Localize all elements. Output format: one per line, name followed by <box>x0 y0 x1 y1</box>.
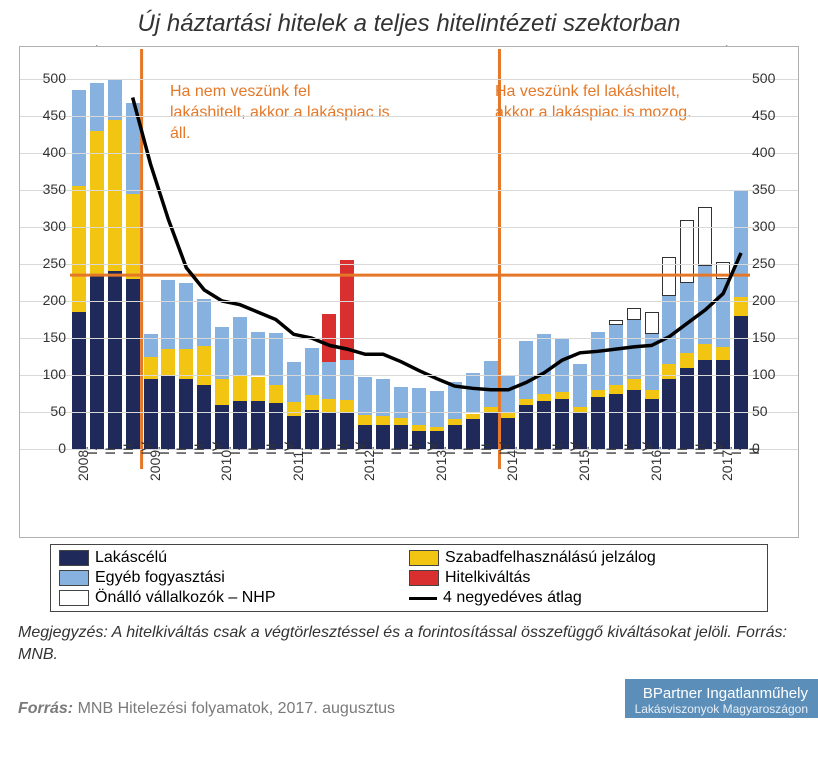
x-tick-quarter: III. <box>406 439 422 455</box>
y-tick-left: 100 <box>24 366 66 382</box>
y-tick-left: 250 <box>24 255 66 271</box>
y-tick-right: 50 <box>752 403 794 419</box>
y-tick-left: 150 <box>24 329 66 345</box>
y-tick-right: 100 <box>752 366 794 382</box>
y-tick-right: 200 <box>752 292 794 308</box>
legend-label: Szabadfelhasználású jelzálog <box>445 549 656 567</box>
legend-line: 4 negyedéves átlag <box>409 589 759 607</box>
x-tick-quarter: III. <box>191 439 207 455</box>
annotation-left: Ha nem veszünk fel lakáshitelt, akkor a … <box>170 82 390 144</box>
x-tick-quarter: II. <box>531 443 547 455</box>
y-tick-left: 50 <box>24 403 66 419</box>
x-tick-year: 2011. <box>290 447 306 481</box>
legend-label: Lakáscélú <box>95 549 167 567</box>
y-tick-left: 450 <box>24 107 66 123</box>
legend: Lakáscélú Szabadfelhasználású jelzálog E… <box>50 544 768 612</box>
x-tick-quarter: II. <box>102 443 118 455</box>
x-tick-year: 2008. <box>75 446 91 481</box>
footer: Forrás: MNB Hitelezési folyamatok, 2017.… <box>0 667 818 718</box>
x-tick-year: 2016. <box>648 446 664 481</box>
y-tick-left: 0 <box>24 440 66 456</box>
x-tick-year: 2013. <box>433 446 449 481</box>
legend-label: Egyéb fogyasztási <box>95 569 225 587</box>
x-tick-quarter: III. <box>334 439 350 455</box>
x-tick-year: 2017. <box>719 446 735 481</box>
x-tick-year: 2012. <box>361 446 377 481</box>
x-tick-quarter: III. <box>120 439 136 455</box>
annotation-right: Ha veszünk fel lakáshitelt, akkor a laká… <box>495 82 715 124</box>
x-tick-year: 2014. <box>504 446 520 481</box>
y-tick-left: 500 <box>24 70 66 86</box>
x-tick-quarter: III. <box>692 439 708 455</box>
legend-lakascelu: Lakáscélú <box>59 549 409 567</box>
y-tick-right: 350 <box>752 181 794 197</box>
y-tick-left: 300 <box>24 218 66 234</box>
x-tick-quarter: II. <box>746 443 762 455</box>
brand-badge: BPartner Ingatlanműhely Lakásviszonyok M… <box>625 679 818 718</box>
legend-onallo: Önálló vállalkozók – NHP <box>59 589 409 607</box>
x-tick-year: 2010. <box>218 446 234 481</box>
legend-label: Hitelkiváltás <box>445 569 530 587</box>
legend-egyeb: Egyéb fogyasztási <box>59 569 409 587</box>
x-tick-quarter: II. <box>460 443 476 455</box>
legend-label: Önálló vállalkozók – NHP <box>95 589 276 607</box>
y-tick-left: 200 <box>24 292 66 308</box>
x-tick-quarter: II. <box>317 443 333 455</box>
y-tick-right: 250 <box>752 255 794 271</box>
chart-container: Mrd Ft Mrd Ft Ha nem veszünk fel lakáshi… <box>19 46 799 612</box>
legend-hitelkivaltas: Hitelkiváltás <box>409 569 759 587</box>
x-tick-year: 2015. <box>576 446 592 481</box>
x-tick-quarter: III. <box>478 439 494 455</box>
plot-area: Ha nem veszünk fel lakáshitelt, akkor a … <box>19 46 799 538</box>
chart-title: Új háztartási hitelek a teljes hitelinté… <box>0 0 818 42</box>
x-tick-quarter: III. <box>549 439 565 455</box>
x-tick-quarter: III. <box>263 439 279 455</box>
x-tick-quarter: III. <box>621 439 637 455</box>
y-tick-right: 400 <box>752 144 794 160</box>
x-tick-year: 2009. <box>147 446 163 481</box>
y-tick-right: 450 <box>752 107 794 123</box>
note: Megjegyzés: A hitelkiváltás csak a végtö… <box>18 622 800 667</box>
source-text: MNB Hitelezési folyamatok, 2017. auguszt… <box>73 700 395 717</box>
x-tick-quarter: II. <box>674 443 690 455</box>
x-tick-quarter: II. <box>245 443 261 455</box>
y-tick-right: 500 <box>752 70 794 86</box>
badge-bottom: Lakásviszonyok Magyaroszágon <box>635 702 808 716</box>
y-tick-left: 350 <box>24 181 66 197</box>
source-label: Forrás: <box>18 700 73 717</box>
x-tick-quarter: II. <box>388 443 404 455</box>
x-tick-quarter: II. <box>603 443 619 455</box>
x-tick-quarter: II. <box>173 443 189 455</box>
y-tick-right: 150 <box>752 329 794 345</box>
source: Forrás: MNB Hitelezési folyamatok, 2017.… <box>18 700 395 718</box>
badge-top: BPartner Ingatlanműhely <box>643 685 808 702</box>
y-tick-left: 400 <box>24 144 66 160</box>
legend-szabad: Szabadfelhasználású jelzálog <box>409 549 759 567</box>
y-tick-right: 300 <box>752 218 794 234</box>
legend-label: 4 negyedéves átlag <box>443 589 582 607</box>
